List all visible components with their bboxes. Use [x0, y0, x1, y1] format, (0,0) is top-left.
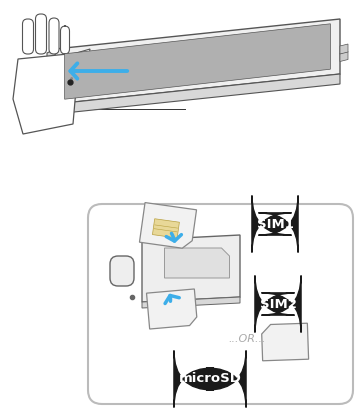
Text: SIM2: SIM2 [260, 297, 296, 310]
Polygon shape [340, 44, 348, 54]
FancyBboxPatch shape [88, 204, 353, 404]
Polygon shape [142, 235, 240, 302]
Text: ...OR...: ...OR... [228, 334, 266, 344]
Polygon shape [47, 49, 55, 118]
Polygon shape [140, 202, 197, 248]
Polygon shape [262, 323, 309, 361]
Polygon shape [13, 54, 76, 134]
Polygon shape [340, 52, 348, 61]
FancyBboxPatch shape [49, 18, 59, 54]
Polygon shape [146, 289, 197, 329]
Polygon shape [153, 219, 179, 238]
FancyBboxPatch shape [35, 14, 47, 54]
Polygon shape [66, 49, 90, 76]
Polygon shape [142, 297, 240, 308]
Polygon shape [164, 248, 229, 278]
Text: microSD: microSD [179, 373, 241, 386]
Polygon shape [55, 19, 340, 104]
Text: SIM1: SIM1 [257, 218, 294, 231]
Polygon shape [64, 24, 330, 99]
FancyBboxPatch shape [110, 256, 134, 286]
FancyBboxPatch shape [23, 19, 34, 54]
FancyBboxPatch shape [61, 26, 69, 54]
Polygon shape [55, 74, 340, 114]
